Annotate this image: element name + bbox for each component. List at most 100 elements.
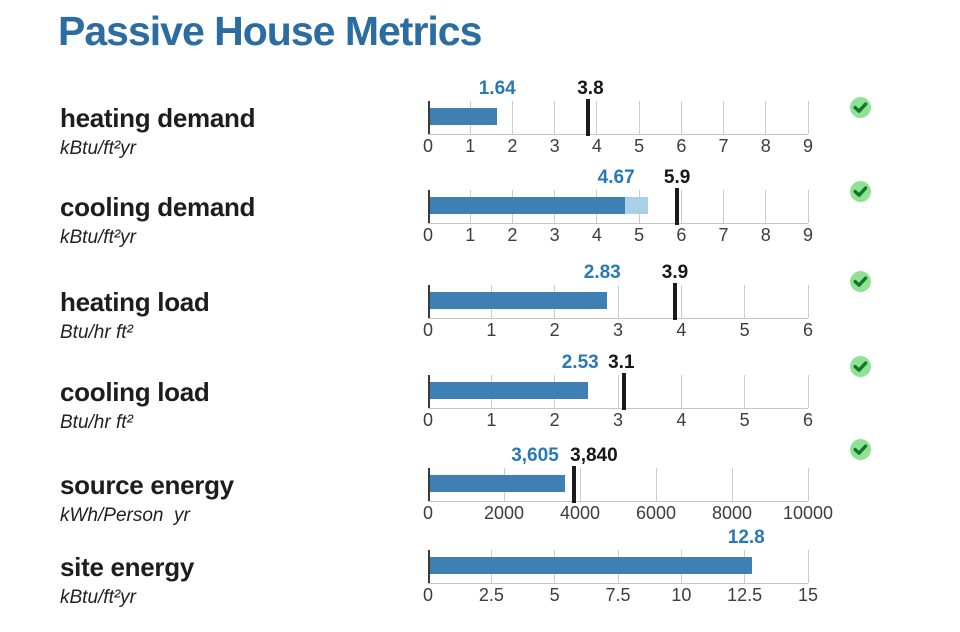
value-label: 4.67 bbox=[597, 167, 635, 188]
value-label: 2.53 bbox=[561, 352, 599, 373]
check-circle-icon bbox=[849, 96, 872, 119]
tick-label: 3 bbox=[549, 136, 560, 156]
limit-label: 3.9 bbox=[661, 262, 689, 283]
tick-label: 6000 bbox=[635, 503, 677, 523]
value-bar-secondary bbox=[625, 197, 648, 214]
gridline bbox=[744, 375, 746, 408]
axis-zero-line bbox=[428, 285, 430, 318]
tick-label: 10000 bbox=[782, 503, 834, 523]
gridline bbox=[680, 375, 682, 408]
metric-row: heating demand kBtu/ft²yr 1.64 3.8 0 1 2 3 4 5 6 7 8… bbox=[0, 78, 960, 160]
check-circle-svg bbox=[850, 271, 871, 292]
tick-label: 4000 bbox=[559, 503, 601, 523]
gridline bbox=[731, 468, 733, 501]
gridline bbox=[680, 101, 682, 134]
metric-name: cooling load bbox=[60, 377, 210, 407]
tick-label: 6 bbox=[802, 410, 814, 430]
limit-marker bbox=[586, 99, 591, 136]
bar-chart bbox=[428, 466, 809, 503]
gridline bbox=[807, 285, 809, 318]
tick-label: 0 bbox=[422, 410, 434, 430]
metric-row: cooling demand kBtu/ft²yr 4.67 5.9 0 1 2 3 4 5 6 7 8… bbox=[0, 167, 960, 249]
tick-label: 7.5 bbox=[605, 585, 631, 605]
gridline bbox=[807, 375, 809, 408]
tick-label: 3 bbox=[612, 320, 624, 340]
limit-label: 5.9 bbox=[663, 167, 691, 188]
tick-label: 6 bbox=[676, 225, 687, 245]
tick-label: 5 bbox=[634, 225, 645, 245]
metric-name: source energy bbox=[60, 470, 234, 500]
check-circle-icon bbox=[849, 438, 872, 461]
tick-label: 12.5 bbox=[727, 585, 763, 605]
gridline bbox=[511, 101, 513, 134]
tick-label: 9 bbox=[802, 225, 814, 245]
limit-label: 3.8 bbox=[577, 78, 604, 99]
gridline bbox=[807, 101, 809, 134]
axis-zero-line bbox=[428, 190, 430, 223]
value-bar bbox=[430, 108, 498, 125]
tick-label: 2000 bbox=[483, 503, 525, 523]
tick-label: 5 bbox=[549, 585, 560, 605]
check-circle-svg bbox=[850, 439, 871, 460]
value-bar bbox=[430, 197, 626, 214]
value-label: 2.83 bbox=[583, 262, 621, 283]
bar-chart bbox=[428, 283, 809, 320]
tick-label: 4 bbox=[591, 136, 602, 156]
gridline bbox=[807, 468, 809, 501]
gridline bbox=[723, 101, 725, 134]
gridline bbox=[807, 190, 809, 223]
gridline bbox=[617, 285, 619, 318]
limit-marker bbox=[673, 283, 677, 320]
tick-label: 3 bbox=[549, 225, 560, 245]
value-label: 1.64 bbox=[478, 78, 516, 99]
tick-label: 0 bbox=[422, 320, 434, 340]
tick-label: 2 bbox=[507, 136, 518, 156]
gridline bbox=[765, 101, 767, 134]
gridline bbox=[807, 550, 809, 583]
bar-chart bbox=[428, 188, 809, 225]
limit-marker bbox=[675, 188, 680, 225]
metric-unit: kBtu/ft²yr bbox=[60, 227, 137, 248]
tick-label: 15 bbox=[797, 585, 819, 605]
metric-unit: Btu/hr ft² bbox=[60, 412, 133, 433]
gridline bbox=[765, 190, 767, 223]
tick-label: 3 bbox=[612, 410, 624, 430]
tick-label: 9 bbox=[802, 136, 814, 156]
gridline bbox=[638, 101, 640, 134]
tick-label: 7 bbox=[718, 136, 729, 156]
tick-label: 0 bbox=[422, 503, 434, 523]
tick-label: 0 bbox=[422, 225, 434, 245]
tick-label: 5 bbox=[634, 136, 645, 156]
value-bar bbox=[430, 475, 565, 492]
value-label: 3,605 bbox=[511, 445, 559, 466]
metric-name: cooling demand bbox=[60, 192, 256, 222]
tick-label: 1 bbox=[486, 320, 497, 340]
tick-label: 8 bbox=[760, 225, 771, 245]
metric-row: cooling load Btu/hr ft² 2.53 3.1 0 1 2 3 4 5 6 bbox=[0, 352, 960, 434]
tick-label: 0 bbox=[422, 136, 434, 156]
check-circle-svg bbox=[850, 97, 871, 118]
tick-label: 8000 bbox=[711, 503, 753, 523]
gridline bbox=[579, 468, 581, 501]
check-circle-svg bbox=[850, 356, 871, 377]
tick-label: 4 bbox=[676, 320, 687, 340]
gridline bbox=[596, 101, 598, 134]
bar-chart bbox=[428, 99, 809, 136]
tick-label: 2 bbox=[549, 410, 560, 430]
metric-unit: kBtu/ft²yr bbox=[60, 138, 137, 159]
tick-label: 8 bbox=[760, 136, 771, 156]
gridline bbox=[655, 468, 657, 501]
tick-label: 4 bbox=[676, 410, 687, 430]
value-bar bbox=[430, 382, 589, 399]
gridline bbox=[744, 285, 746, 318]
metric-unit: Btu/hr ft² bbox=[60, 322, 133, 343]
tick-label: 4 bbox=[591, 225, 602, 245]
tick-label: 7 bbox=[718, 225, 729, 245]
metric-row: site energy kBtu/ft²yr 12.8 0 2.5 5 7.5 10 12.5 1… bbox=[0, 527, 960, 609]
metric-unit: kBtu/ft²yr bbox=[60, 587, 137, 608]
value-bar bbox=[430, 557, 753, 574]
value-label: 12.8 bbox=[727, 527, 765, 548]
gridline bbox=[723, 190, 725, 223]
axis-zero-line bbox=[428, 375, 430, 408]
